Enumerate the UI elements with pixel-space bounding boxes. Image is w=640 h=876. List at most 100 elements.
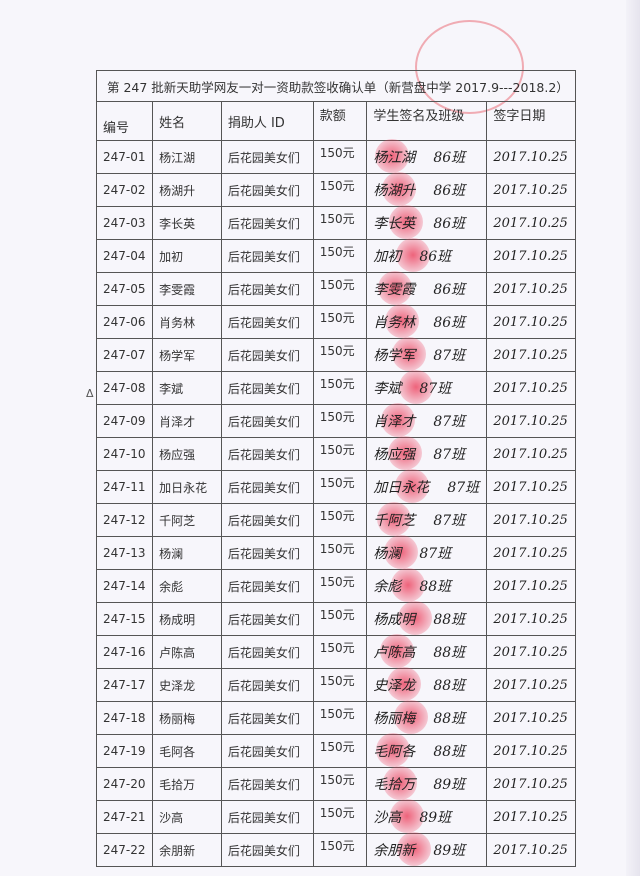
handwritten-signature: 肖务林 (373, 315, 416, 331)
handwritten-signature: 沙高 (373, 810, 402, 826)
row-amount: 150元 (312, 305, 368, 339)
row-name: 千阿芝 (152, 503, 222, 537)
handwritten-class: 86班 (433, 282, 466, 298)
row-date: 2017.10.25 (486, 503, 576, 537)
row-id: 247-07 (95, 338, 154, 372)
fingerprint-mark (375, 139, 410, 173)
table-row: 247-02 杨湖升 后花园美女们 150元 杨湖升 86班 2017.10.25 (95, 172, 576, 207)
handwritten-class: 87班 (433, 414, 466, 430)
row-amount: 150元 (312, 437, 368, 471)
row-signature-cell: 杨澜 87班 (366, 535, 488, 570)
row-id: 247-03 (95, 206, 154, 240)
row-name: 肖泽才 (152, 404, 222, 438)
row-donor: 后花园美女们 (220, 371, 314, 405)
fingerprint-mark (376, 733, 411, 767)
fingerprint-mark (388, 436, 423, 470)
row-signature-cell: 杨湖升 86班 (366, 172, 488, 207)
row-amount: 150元 (312, 602, 368, 636)
table-row: 247-17 史泽龙 后花园美女们 150元 史泽龙 88班 2017.10.25 (95, 667, 576, 702)
row-signature-cell: 毛拾万 89班 (366, 766, 488, 801)
table-row: 247-19 毛阿各 后花园美女们 150元 毛阿各 88班 2017.10.25 (95, 733, 576, 768)
row-donor: 后花园美女们 (220, 338, 314, 372)
row-amount: 150元 (312, 668, 368, 702)
row-signature-cell: 杨应强 87班 (366, 436, 488, 471)
row-date: 2017.10.25 (486, 272, 576, 306)
row-signature-cell: 杨成明 88班 (366, 601, 488, 636)
fingerprint-mark (382, 172, 417, 206)
row-amount: 150元 (312, 470, 368, 504)
handwritten-signature: 加日永花 (373, 480, 430, 496)
row-amount: 150元 (312, 371, 368, 405)
row-signature-cell: 肖务林 86班 (366, 304, 488, 339)
row-id: 247-16 (95, 635, 154, 669)
receipt-table: 第 247 批新天助学网友一对一资助款签收确认单（新营盘中学 2017.9---… (95, 70, 576, 867)
header-signature: 学生签名及班级 (366, 101, 488, 141)
handwritten-signature: 杨澜 (373, 546, 402, 562)
margin-mark: Δ (86, 387, 94, 400)
table-row: 247-06 肖务林 后花园美女们 150元 肖务林 86班 2017.10.25 (95, 304, 576, 339)
fingerprint-mark (398, 601, 433, 635)
fingerprint-mark (399, 370, 434, 404)
row-donor: 后花园美女们 (220, 701, 314, 735)
fingerprint-mark (380, 634, 415, 668)
header-amount: 款额 (312, 101, 368, 141)
row-date: 2017.10.25 (486, 635, 576, 669)
row-name: 余彪 (152, 569, 222, 603)
handwritten-signature: 李长英 (373, 216, 416, 232)
row-date: 2017.10.25 (486, 173, 576, 207)
row-name: 李长英 (152, 206, 222, 240)
fingerprint-mark (384, 535, 419, 569)
handwritten-class: 87班 (433, 348, 466, 364)
row-id: 247-22 (95, 833, 154, 867)
row-donor: 后花园美女们 (220, 239, 314, 273)
row-name: 杨江湖 (152, 140, 222, 174)
handwritten-signature: 加初 (373, 249, 402, 265)
row-donor: 后花园美女们 (220, 536, 314, 570)
fingerprint-mark (395, 469, 430, 503)
row-date: 2017.10.25 (486, 338, 576, 372)
row-date: 2017.10.25 (486, 437, 576, 471)
row-signature-cell: 毛阿各 88班 (366, 733, 488, 768)
header-date: 签字日期 (486, 101, 576, 141)
handwritten-class: 88班 (433, 645, 466, 661)
table-row: 247-18 杨丽梅 后花园美女们 150元 杨丽梅 88班 2017.10.25 (95, 700, 576, 735)
row-id: 247-17 (95, 668, 154, 702)
row-name: 加初 (152, 239, 222, 273)
handwritten-class: 86班 (433, 315, 466, 331)
handwritten-signature: 杨学军 (373, 348, 416, 364)
fingerprint-mark (385, 304, 420, 338)
handwritten-signature: 毛拾万 (373, 777, 416, 793)
row-amount: 150元 (312, 569, 368, 603)
handwritten-signature: 杨丽梅 (373, 711, 416, 727)
table-row: 247-20 毛拾万 后花园美女们 150元 毛拾万 89班 2017.10.25 (95, 766, 576, 801)
row-signature-cell: 李长英 86班 (366, 205, 488, 240)
fingerprint-mark (392, 337, 427, 371)
row-date: 2017.10.25 (486, 602, 576, 636)
handwritten-class: 88班 (433, 711, 466, 727)
table-row: 247-16 卢陈高 后花园美女们 150元 卢陈高 88班 2017.10.25 (95, 634, 576, 669)
row-signature-cell: 沙高 89班 (366, 799, 488, 834)
document-title: 第 247 批新天助学网友一对一资助款签收确认单（新营盘中学 2017.9---… (96, 70, 576, 102)
row-id: 247-14 (95, 569, 154, 603)
row-donor: 后花园美女们 (220, 470, 314, 504)
row-id: 247-05 (95, 272, 154, 306)
table-row: 247-15 杨成明 后花园美女们 150元 杨成明 88班 2017.10.25 (95, 601, 576, 636)
row-name: 杨丽梅 (152, 701, 222, 735)
handwritten-class: 86班 (433, 150, 466, 166)
row-id: 247-20 (95, 767, 154, 801)
row-date: 2017.10.25 (486, 668, 576, 702)
row-signature-cell: 加初 86班 (366, 238, 488, 273)
row-id: 247-10 (95, 437, 154, 471)
row-donor: 后花园美女们 (220, 734, 314, 768)
row-name: 杨学军 (152, 338, 222, 372)
row-name: 李雯霞 (152, 272, 222, 306)
table-row: 247-14 余彪 后花园美女们 150元 余彪 88班 2017.10.25 (95, 568, 576, 603)
table-row: 247-01 杨江湖 后花园美女们 150元 杨江湖 86班 2017.10.25 (95, 139, 576, 174)
handwritten-class: 89班 (419, 810, 452, 826)
row-amount: 150元 (312, 833, 368, 867)
row-date: 2017.10.25 (486, 305, 576, 339)
fingerprint-mark (387, 667, 422, 701)
row-amount: 150元 (312, 140, 368, 174)
row-amount: 150元 (312, 701, 368, 735)
row-donor: 后花园美女们 (220, 833, 314, 867)
